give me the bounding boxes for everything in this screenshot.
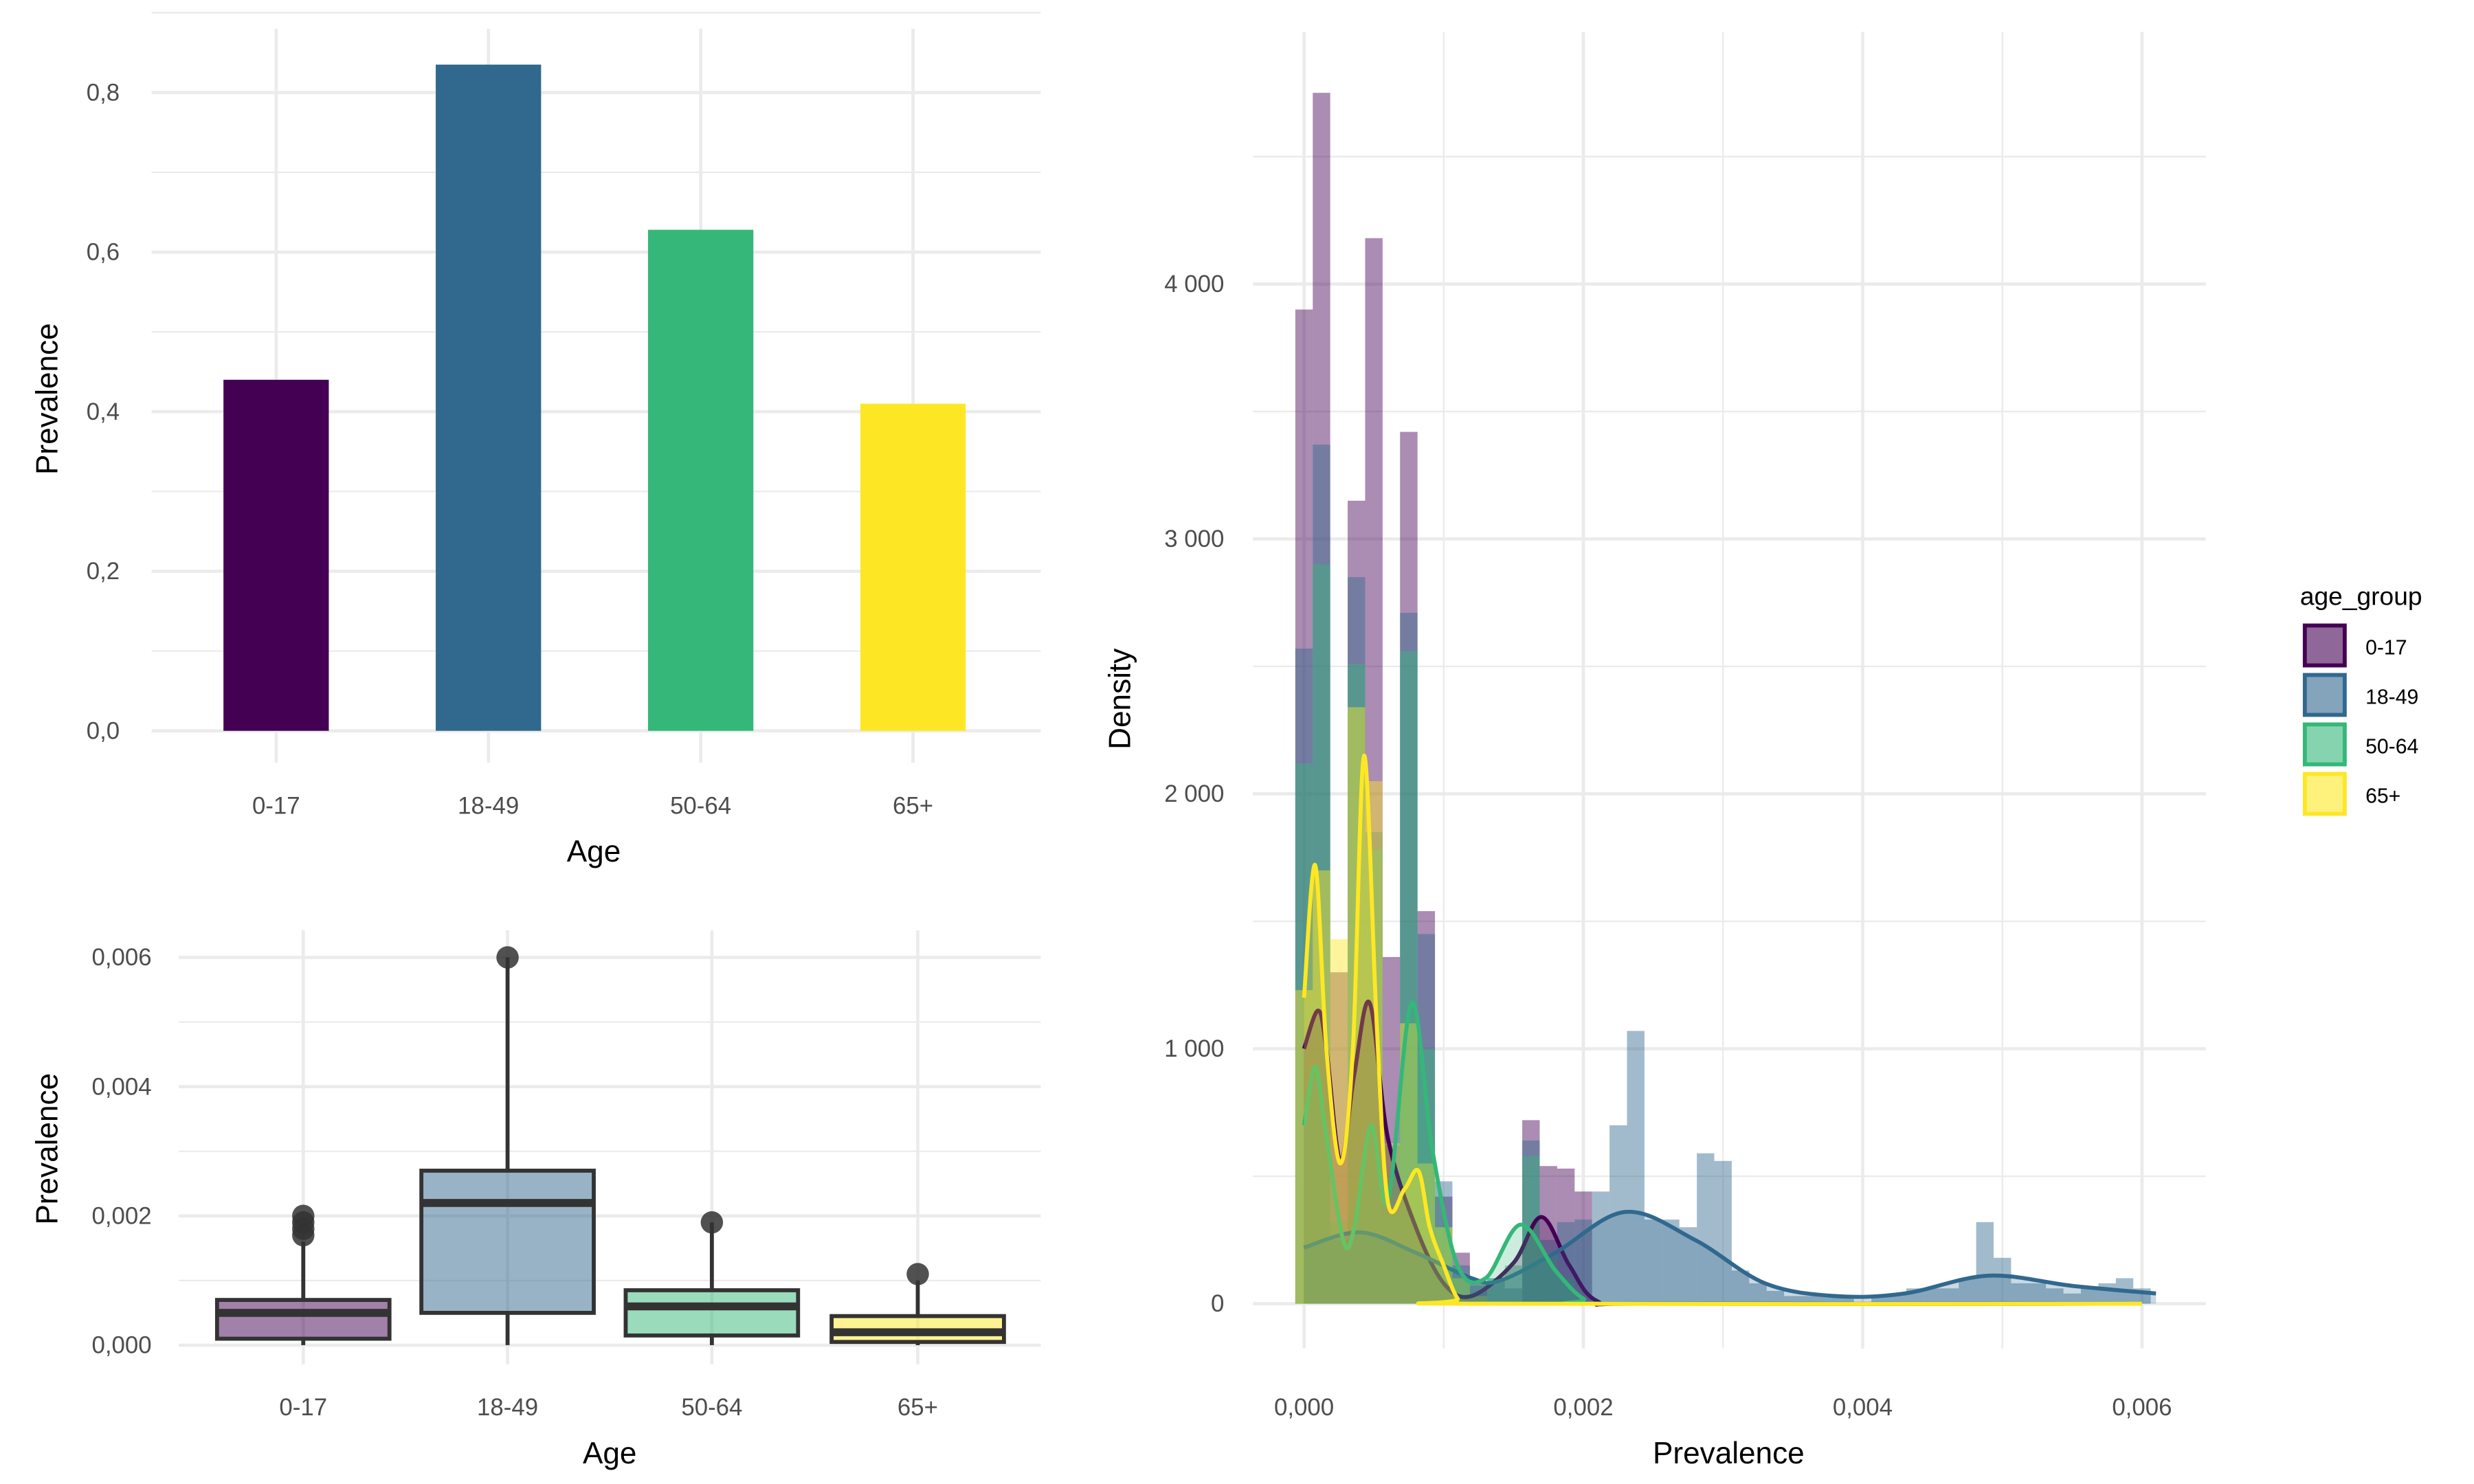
histogram-bar-18-49: [2046, 1288, 2064, 1304]
bar-50-64: [647, 229, 754, 731]
y-tick-label: 0,4: [87, 398, 120, 425]
x-tick-label: 50-64: [681, 1394, 742, 1421]
histogram-bar-18-49: [1801, 1296, 1819, 1304]
histogram-bar-18-49: [1662, 1219, 1680, 1304]
x-tick-label: 50-64: [670, 793, 731, 820]
y-tick-label: 0,004: [91, 1073, 151, 1100]
outlier-point: [700, 1211, 724, 1234]
bar-y-axis-title: Prevalence: [31, 323, 65, 475]
density-area-18-49: [1304, 1211, 2157, 1304]
x-tick-label: 65+: [898, 1394, 938, 1421]
histogram-bar-18-49: [1959, 1278, 1976, 1304]
histogram-bar-0-17: [1295, 309, 1313, 1304]
histogram-bar-18-49: [2063, 1293, 2081, 1304]
histogram-bar-18-49: [1976, 1222, 1994, 1304]
legend-title: age_group: [2300, 581, 2422, 610]
histogram-bar-65+: [1365, 780, 1383, 1304]
density-x-axis-title: Prevalence: [1653, 1437, 1805, 1470]
density-area-0-17: [1304, 1001, 2142, 1305]
y-tick-label: 2 000: [1164, 780, 1224, 807]
density-histogram-panel: 0 1 000 2 000 3 000 4 000 0,000 0,002 0,004 0,00…: [1164, 32, 2206, 1421]
x-tick-label: 0-17: [279, 1394, 327, 1421]
bar-chart-panel: 0,0 0,2 0,4 0,6 0,8 0-17 18-49 50-64 65+: [87, 12, 1041, 820]
density-area-65+: [1304, 755, 2142, 1305]
histogram-bar-18-49: [1871, 1296, 1889, 1304]
box-18-49: [419, 1169, 596, 1315]
y-tick-label: 3 000: [1164, 526, 1224, 552]
box-x-axis-title: Age: [583, 1437, 636, 1470]
histogram-bar-0-17: [1574, 1191, 1592, 1304]
histogram-bar-18-49: [1993, 1257, 2011, 1304]
density-y-axis-title: Density: [1103, 649, 1137, 750]
histogram-bar-18-49: [2080, 1288, 2099, 1304]
bar-x-axis-title: Age: [567, 835, 621, 868]
outlier-point: [496, 946, 519, 969]
outlier-point: [906, 1263, 929, 1285]
histogram-bar-18-49: [1749, 1283, 1767, 1304]
y-tick-label: 4 000: [1164, 271, 1224, 297]
legend: 0-17 18-49 50-64 65+: [2302, 623, 2418, 816]
legend-label: 65+: [2365, 785, 2400, 807]
x-tick-label: 0,002: [1553, 1394, 1613, 1421]
outlier-point: [292, 1204, 315, 1228]
density-line-18-49: [1303, 1209, 2157, 1299]
boxplot-panel: 0,000 0,002 0,004 0,006 0-17 18-49 50-64 65+: [91, 930, 1041, 1421]
histogram-bar-18-49: [1644, 1219, 1662, 1304]
y-tick-label: 0,0: [87, 717, 120, 744]
bar-0-17: [223, 379, 329, 731]
histogram-bar-18-49: [1784, 1296, 1802, 1304]
density-area-50-64: [1304, 1002, 2142, 1305]
x-tick-label: 0,006: [2112, 1394, 2172, 1421]
histogram-bar-18-49: [1924, 1288, 1941, 1304]
histogram-bar-18-49: [2011, 1283, 2029, 1304]
legend-key-50-64: [2302, 722, 2347, 767]
y-tick-label: 0: [1211, 1290, 1224, 1317]
y-tick-label: 0,6: [87, 239, 120, 266]
x-tick-label: 18-49: [477, 1394, 538, 1421]
histogram-bar-18-49: [1941, 1288, 1959, 1304]
histogram-bar-18-49: [1504, 1288, 1523, 1304]
histogram-bar-18-49: [1697, 1153, 1715, 1304]
histogram-bar-18-49: [1714, 1160, 1732, 1304]
legend-label: 18-49: [2365, 686, 2418, 708]
y-tick-label: 1 000: [1164, 1035, 1224, 1062]
x-tick-label: 0,000: [1274, 1394, 1334, 1421]
box-50-64: [623, 1288, 801, 1338]
x-tick-label: 0-17: [252, 793, 300, 820]
y-tick-label: 0,8: [87, 79, 120, 106]
histogram-bar-0-17: [1522, 1120, 1540, 1304]
histogram-bar-18-49: [1330, 1239, 1348, 1304]
histogram-bar-0-17: [1400, 431, 1418, 1304]
x-tick-label: 0,004: [1833, 1394, 1893, 1421]
histogram-bar-18-49: [1731, 1270, 1750, 1304]
legend-key-65+: [2302, 772, 2347, 816]
histogram-bar-50-64: [1382, 1214, 1401, 1304]
y-tick-label: 0,000: [91, 1332, 151, 1359]
legend-key-18-49: [2302, 673, 2347, 717]
legend-label: 0-17: [2365, 636, 2407, 659]
y-tick-label: 0,002: [91, 1202, 151, 1229]
histogram-bar-18-49: [1627, 1031, 1645, 1304]
y-tick-label: 0,006: [91, 944, 151, 971]
x-tick-label: 18-49: [458, 793, 519, 820]
y-tick-label: 0,2: [87, 558, 120, 585]
x-tick-label: 65+: [893, 793, 933, 820]
histogram-bar-18-49: [1766, 1290, 1785, 1304]
density-line-65+: [1302, 753, 2142, 1307]
legend-label: 50-64: [2365, 735, 2418, 758]
histogram-bar-65+: [1469, 1296, 1488, 1304]
histogram-bar-18-49: [1818, 1296, 1837, 1304]
histogram-bar-18-49: [2028, 1283, 2047, 1304]
box-y-axis-title: Prevalence: [31, 1073, 65, 1225]
box-0-17: [214, 1298, 392, 1341]
bar-18-49: [436, 65, 542, 731]
legend-key-0-17: [2302, 623, 2347, 668]
histogram-bar-50-64: [1469, 1296, 1488, 1304]
bar-65+: [860, 403, 966, 731]
histogram-bar-18-49: [1836, 1296, 1854, 1304]
histogram-bar-18-49: [1592, 1191, 1610, 1304]
